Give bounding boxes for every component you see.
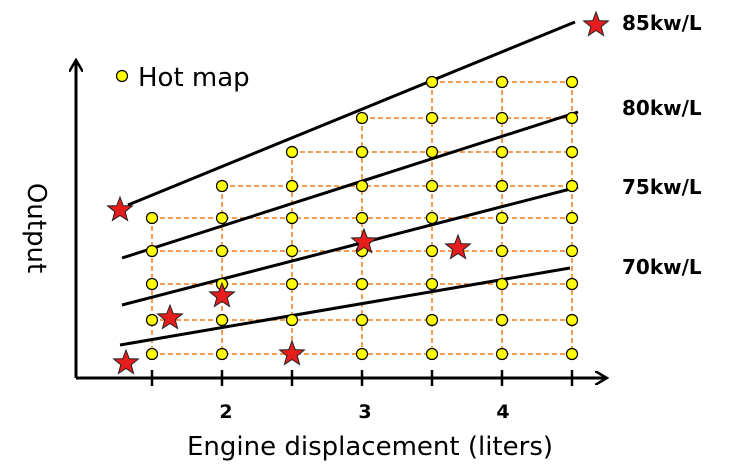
x-tick-label-3: 3 [358,401,371,423]
hot-map-point [425,211,439,225]
hot-map-point [215,244,229,258]
hot-map-point [355,179,369,193]
legend: Hot map [115,63,250,93]
hot-map-point [495,347,509,361]
hot-map-point [565,347,579,361]
y-axis-label: Output [21,183,51,273]
hot-map-point [145,244,159,258]
hot-map-point [425,347,439,361]
hot-map-point [565,277,579,291]
power-line-75 [121,185,579,307]
hot-map-point [495,244,509,258]
hot-map-point [145,313,159,327]
hot-map-point [425,313,439,327]
hot-map-point [495,75,509,89]
hot-map-point [495,211,509,225]
hot-map-point [215,347,229,361]
hot-map-point [565,313,579,327]
hot-map-point [425,75,439,89]
hot-map-point [355,313,369,327]
x-axis-ticks [150,370,574,386]
engine-star [112,348,140,375]
engine-star [156,303,184,330]
engine-star [106,195,134,222]
power-label-70: 70kw/L [622,255,702,279]
hot-map-point [565,145,579,159]
hot-map-point [285,244,299,258]
hot-map-point [215,179,229,193]
power-label-75: 75kw/L [622,175,702,199]
hot-map-point [285,211,299,225]
hot-map-point [495,145,509,159]
hot-map-point [215,313,229,327]
x-tick-label-4: 4 [496,401,509,423]
hot-map-point [495,277,509,291]
power-line-80 [121,110,579,260]
legend-marker [115,69,129,83]
hot-map-point [355,347,369,361]
power-label-85: 85kw/L [622,11,702,35]
power-line-70 [119,266,571,347]
engine-star [444,233,472,260]
hot-map-point [425,111,439,125]
hot-map-point [285,179,299,193]
engine-star [208,281,236,308]
hot-map-point [495,313,509,327]
legend-label: Hot map [138,63,250,93]
engine-star [350,227,378,254]
hot-map-point [355,111,369,125]
x-tick-label-2: 2 [219,401,232,423]
engine-star [582,10,610,37]
hot-map-point [285,277,299,291]
hot-map-point [425,145,439,159]
hot-map-point [565,111,579,125]
hot-map-point [565,244,579,258]
hot-map-point [285,313,299,327]
hot-map-point [425,179,439,193]
hot-map-point [495,179,509,193]
engine-star [278,339,306,366]
hot-map-point [565,179,579,193]
hot-map-point [145,347,159,361]
hot-map-point [145,211,159,225]
power-line-85 [127,20,576,207]
hot-map-point [145,277,159,291]
hot-map-point [355,277,369,291]
power-label-80: 80kw/L [622,96,702,120]
engine-stars [106,10,610,375]
hot-map-point [355,211,369,225]
hot-map-point [215,211,229,225]
x-axis-label: Engine displacement (liters) [187,432,553,462]
hot-map-point [495,111,509,125]
hot-map-point [355,145,369,159]
hot-map-point [565,211,579,225]
hot-map-point [285,145,299,159]
hot-map-point [565,75,579,89]
hot-map-point [425,277,439,291]
specific-power-lines [119,20,579,347]
hot-map-point [425,244,439,258]
